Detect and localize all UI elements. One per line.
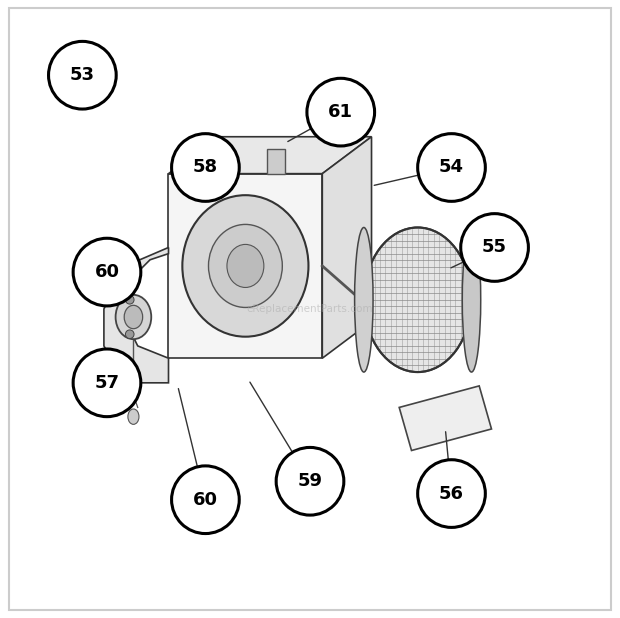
Ellipse shape (208, 224, 282, 308)
Circle shape (276, 447, 344, 515)
Ellipse shape (355, 227, 373, 372)
Circle shape (172, 133, 239, 201)
Ellipse shape (463, 227, 480, 372)
Circle shape (172, 466, 239, 533)
Polygon shape (322, 137, 371, 358)
Circle shape (418, 460, 485, 527)
Circle shape (125, 330, 134, 339)
Polygon shape (399, 386, 492, 451)
Text: 58: 58 (193, 158, 218, 177)
Text: 60: 60 (193, 491, 218, 509)
Ellipse shape (182, 195, 309, 337)
Circle shape (48, 41, 116, 109)
Text: 53: 53 (70, 66, 95, 84)
Text: 56: 56 (439, 485, 464, 502)
Polygon shape (104, 247, 169, 383)
Ellipse shape (124, 305, 143, 329)
Ellipse shape (364, 227, 471, 372)
Text: 61: 61 (328, 103, 353, 121)
Circle shape (73, 239, 141, 306)
Text: 57: 57 (94, 374, 120, 392)
FancyBboxPatch shape (9, 7, 611, 611)
Circle shape (125, 295, 134, 304)
Text: 54: 54 (439, 158, 464, 177)
Polygon shape (267, 149, 285, 174)
Polygon shape (169, 137, 371, 174)
Circle shape (418, 133, 485, 201)
Text: 60: 60 (94, 263, 120, 281)
Circle shape (73, 349, 141, 417)
Text: 55: 55 (482, 239, 507, 256)
Ellipse shape (115, 295, 151, 339)
Polygon shape (169, 174, 322, 358)
Text: eReplacementParts.com: eReplacementParts.com (247, 304, 373, 314)
Circle shape (461, 214, 528, 281)
Circle shape (307, 78, 374, 146)
Text: 59: 59 (298, 472, 322, 490)
Ellipse shape (128, 409, 139, 425)
Ellipse shape (227, 244, 264, 287)
